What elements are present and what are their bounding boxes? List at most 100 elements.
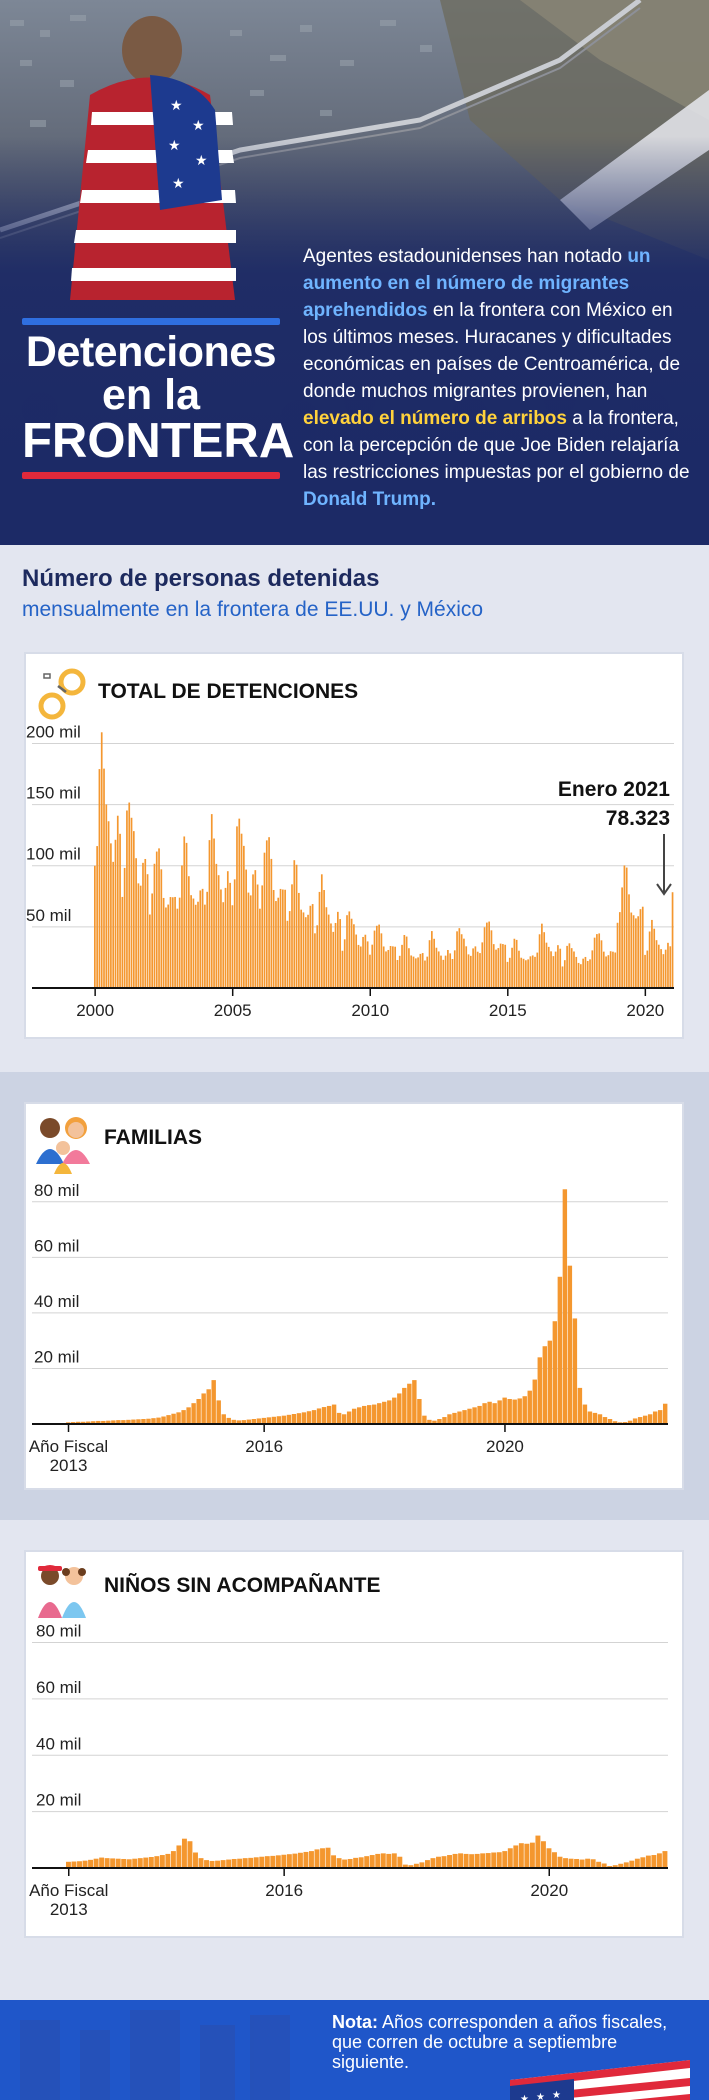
annotation-value: 78.323 [606,807,670,830]
hero-text-2: en la frontera con México en los últimos… [303,300,681,402]
bar [387,949,390,988]
bar [444,955,447,988]
bar [183,836,186,988]
bar [449,953,452,988]
chart-title-total: TOTAL DE DETENCIONES [98,680,359,703]
svg-text:★: ★ [552,2090,561,2100]
bar [592,1412,598,1424]
bar [662,1403,668,1424]
section-heading: Número de personas detenidas [22,565,380,592]
bar [527,1390,532,1424]
bar [116,1420,121,1424]
bar [387,1400,392,1424]
bar [456,931,458,988]
bar [353,1857,359,1868]
bar [176,1412,181,1424]
bar [243,845,245,988]
bar [563,960,566,988]
bar [242,1858,248,1868]
bar [240,833,243,988]
bar [361,1405,367,1424]
bar [351,1408,357,1424]
bar [408,1865,414,1868]
title-bar-red [22,472,280,479]
bar [373,930,376,988]
bar [342,1859,348,1868]
bar [358,1857,364,1868]
bar [600,940,603,988]
bar [77,1861,82,1868]
bar [309,1851,314,1868]
bar [201,888,204,988]
bar [96,846,98,988]
bar [216,1400,221,1424]
chart-card-total: TOTAL DE DETENCIONES 50 mil 100 mil 150 mi… [24,652,684,1039]
bar [297,1852,303,1868]
y-tick-label: 100 mil [26,845,81,864]
bar [215,1860,221,1868]
bar [246,1419,252,1424]
bar [181,865,183,988]
bar [612,1421,618,1424]
bar [165,907,167,988]
bar [447,949,449,988]
bar [496,1852,502,1868]
bar [629,1860,635,1868]
bar [236,1420,241,1424]
bar [540,1841,546,1868]
bar [139,885,142,988]
bar [116,815,119,988]
bar [662,1851,668,1868]
bar [111,1420,116,1424]
bar [292,1853,298,1868]
bar [402,1387,407,1424]
bar [76,1421,81,1424]
bar [137,883,140,988]
bar [154,1856,160,1868]
bar [586,960,589,988]
handcuffs-icon [38,668,86,720]
bar [237,1858,243,1868]
y-tick-label: 80 mil [36,1622,81,1641]
bar [162,897,165,988]
bar [419,953,422,988]
bar [552,1321,558,1424]
bar [534,956,536,988]
bar [229,882,231,988]
bar [341,950,344,988]
bar [378,924,380,988]
bar [187,876,190,988]
title-bar-blue [22,318,280,325]
hero-highlight-1: un aumento en el número de migrantes apr… [303,246,651,321]
bar [403,934,406,988]
bar [261,885,264,988]
bar [541,923,543,988]
bar [191,1403,196,1424]
bar [176,1845,182,1868]
bar [628,894,630,988]
title-line-1: Detenciones [25,328,277,376]
bar [419,1862,425,1868]
hero-paragraph: Agentes estadounidenses han notado un au… [303,243,695,513]
bar [132,1858,138,1868]
hero-text-3: a la frontera, con la percepción de que … [303,408,690,483]
bar [657,944,660,988]
bar [256,884,259,988]
bar [99,1857,105,1868]
bar [531,955,534,988]
bar [143,1857,149,1868]
bar [316,1408,322,1424]
bar [347,1858,353,1868]
bar [557,945,559,988]
bar [559,948,562,988]
bar [304,917,307,988]
bar [651,1855,657,1868]
y-tick-label: 40 mil [36,1734,81,1753]
bar [524,960,527,988]
bar [441,1856,447,1868]
bar [635,918,637,988]
bar [123,867,126,988]
bar [398,955,401,988]
bar [430,1858,436,1868]
